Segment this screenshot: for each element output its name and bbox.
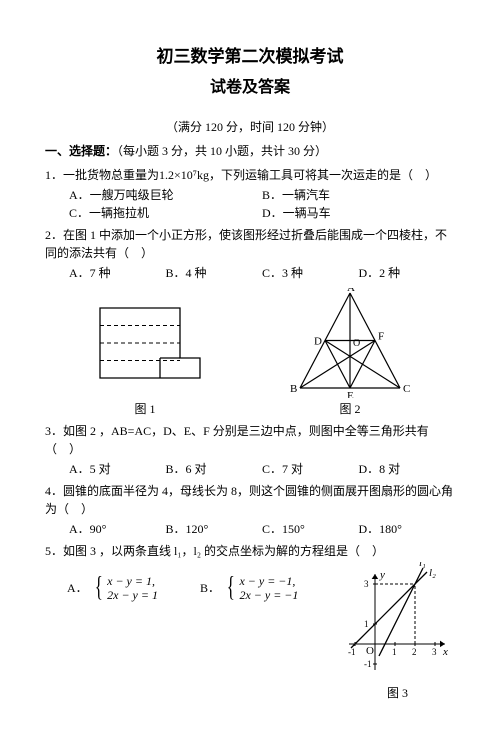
question-4: 4．圆锥的底面半径为 4，母线长为 8，则这个圆锥的侧面展开图扇形的圆心角为（ … — [45, 482, 455, 518]
exam-meta: （满分 120 分，时间 120 分钟） — [45, 118, 455, 136]
figure-3-container: x y O -1 1 2 3 -1 1 3 l₁l₂ 图 3 — [340, 562, 455, 702]
question-5: 5．如图 3 ，以两条直线 l₁，l₂ 的交点坐标为解的方程组是（ ） — [45, 542, 455, 560]
figure-1-container: 图 1 — [85, 303, 205, 418]
q2-choices: A．7 种 B．4 种 C．3 种 D．2 种 — [45, 264, 455, 282]
svg-text:F: F — [378, 330, 384, 342]
q1-choice-a: A．一艘万吨级巨轮 — [69, 186, 262, 204]
q2-choice-a: A．7 种 — [69, 264, 166, 282]
q2-choice-b: B．4 种 — [166, 264, 263, 282]
figure-row-1-2: 图 1 A B C D F E O 图 2 — [45, 288, 455, 418]
svg-text:-1: -1 — [348, 647, 356, 657]
figure-2-svg: A B C D F E O — [285, 288, 415, 398]
question-2: 2．在图 1 中添加一个小正方形，使该图形经过折叠后能围成一个四棱柱，不同的添法… — [45, 226, 455, 262]
q4-choice-c: C．150° — [262, 520, 359, 538]
figure-2-caption: 图 2 — [285, 400, 415, 418]
svg-text:E: E — [347, 390, 354, 398]
q3-choices: A．5 对 B．6 对 C．7 对 D．8 对 — [45, 460, 455, 478]
q5-b-label: B． — [200, 579, 220, 597]
section-1-note: （每小题 3 分，共 10 小题，共计 30 分） — [117, 144, 327, 158]
figure-3-caption: 图 3 — [340, 684, 455, 702]
q5-b-eq1: x − y = −1, — [239, 574, 298, 588]
q4-choice-a: A．90° — [69, 520, 166, 538]
q3-choice-c: C．7 对 — [262, 460, 359, 478]
q5-a-eq2: 2x − y = 1 — [107, 588, 158, 602]
q2-choice-c: C．3 种 — [262, 264, 359, 282]
brace-icon: { — [227, 577, 235, 599]
q4-choice-d: D．180° — [359, 520, 456, 538]
q5-a-label: A． — [67, 579, 88, 597]
figure-1-svg — [85, 303, 205, 398]
q3-choice-d: D．8 对 — [359, 460, 456, 478]
svg-text:y: y — [379, 569, 385, 581]
figure-1-caption: 图 1 — [85, 400, 205, 418]
page-subtitle: 试卷及答案 — [45, 76, 455, 100]
svg-text:A: A — [347, 288, 355, 294]
q1-choice-b: B．一辆汽车 — [262, 186, 455, 204]
section-1-label: 一、选择题： — [45, 144, 117, 158]
q4-choice-b: B．120° — [166, 520, 263, 538]
svg-text:1: 1 — [364, 619, 369, 629]
svg-text:1: 1 — [392, 647, 397, 657]
q3-choice-a: A．5 对 — [69, 460, 166, 478]
svg-text:O: O — [353, 338, 360, 349]
q5-a-eq1: x − y = 1, — [107, 574, 158, 588]
question-1: 1．一批货物总重量为1.2×10⁷kg，下列运输工具可将其一次运走的是（ ） — [45, 166, 455, 184]
q2-choice-d: D．2 种 — [359, 264, 456, 282]
svg-text:2: 2 — [412, 647, 417, 657]
svg-text:3: 3 — [364, 579, 369, 589]
q5-b-eq2: 2x − y = −1 — [239, 588, 298, 602]
svg-text:3: 3 — [432, 647, 437, 657]
q1-choice-c: C．一辆拖拉机 — [69, 204, 262, 222]
q5-options-col: A． { x − y = 1, 2x − y = 1 B． { x − y = … — [45, 562, 340, 603]
svg-text:B: B — [290, 383, 297, 395]
q3-choice-b: B．6 对 — [166, 460, 263, 478]
q1-choice-d: D．一辆马车 — [262, 204, 455, 222]
q1-choices: A．一艘万吨级巨轮 B．一辆汽车 C．一辆拖拉机 D．一辆马车 — [45, 186, 455, 222]
q5-option-a: A． { x − y = 1, 2x − y = 1 B． { x − y = … — [45, 574, 340, 603]
q5-row: A． { x − y = 1, 2x − y = 1 B． { x − y = … — [45, 562, 455, 702]
svg-text:l₂: l₂ — [429, 567, 436, 579]
figure-3-svg: x y O -1 1 2 3 -1 1 3 l₁l₂ — [340, 562, 455, 682]
section-1-heading: 一、选择题：（每小题 3 分，共 10 小题，共计 30 分） — [45, 142, 455, 160]
svg-text:x: x — [442, 646, 448, 658]
q4-choices: A．90° B．120° C．150° D．180° — [45, 520, 455, 538]
svg-text:-1: -1 — [364, 659, 372, 669]
svg-text:l₁: l₁ — [419, 562, 426, 569]
svg-text:D: D — [314, 335, 322, 347]
figure-2-container: A B C D F E O 图 2 — [285, 288, 415, 418]
question-3: 3．如图 2 ，AB=AC，D、E、F 分别是三边中点，则图中全等三角形共有（ … — [45, 422, 455, 458]
brace-icon: { — [94, 577, 102, 599]
page-title: 初三数学第二次模拟考试 — [45, 44, 455, 70]
svg-text:C: C — [403, 383, 410, 395]
svg-text:O: O — [366, 645, 374, 657]
